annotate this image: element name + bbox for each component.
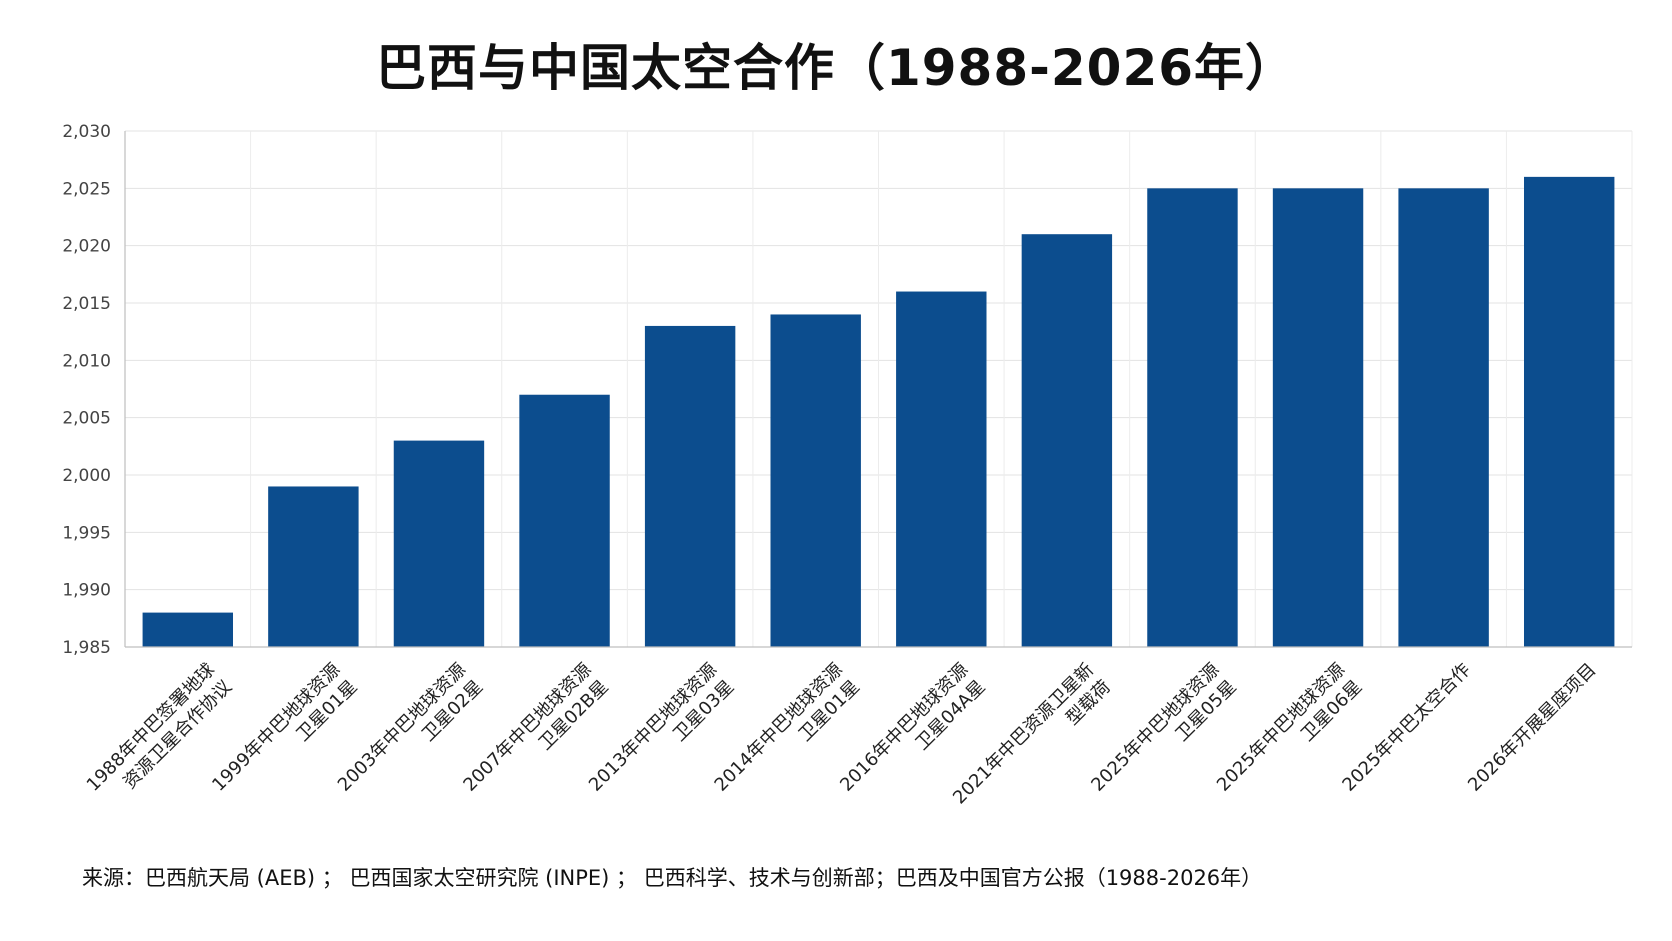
x-category-label-line: 2026年开展星座项目: [1464, 659, 1600, 795]
x-category-label-line: 2025年中巴太空合作: [1338, 659, 1474, 795]
y-tick-label: 2,005: [62, 409, 111, 429]
bar: [142, 612, 234, 647]
y-tick-label: 2,010: [62, 351, 111, 371]
bar: [519, 394, 610, 647]
chart-title: 巴西与中国太空合作（1988-2026年）: [375, 39, 1297, 97]
y-tick-labels: 1,985 1,990 1,995 2,000 2,005 2,010 2,015 2,020…: [62, 122, 111, 658]
bar: [896, 291, 987, 647]
bar: [393, 440, 485, 647]
x-category-label: 2026年开展星座项目: [1464, 659, 1600, 795]
bar: [1398, 188, 1489, 648]
y-tick-label: 2,020: [62, 237, 111, 257]
x-category-label: 2025年中巴太空合作: [1338, 659, 1474, 795]
bars: [142, 176, 1615, 648]
bar: [268, 486, 359, 647]
x-category-labels: 1988年中巴签署地球资源卫星合作协议1999年中巴地球资源卫星01星2003年…: [83, 659, 1601, 808]
bar: [644, 325, 736, 647]
y-tick-label: 2,025: [62, 179, 111, 199]
y-tick-label: 2,015: [62, 294, 111, 314]
y-tick-label: 1,985: [62, 638, 111, 658]
y-tick-label: 1,995: [62, 523, 111, 543]
axes: [124, 131, 1632, 648]
y-tick-label: 2,000: [62, 466, 111, 486]
bar: [1147, 188, 1238, 648]
bar: [1272, 188, 1364, 648]
chart-source-note: 来源：巴西航天局 (AEB) ； 巴西国家太空研究院 (INPE) ； 巴西科学…: [82, 866, 1263, 890]
bar: [1021, 234, 1113, 647]
bar: [770, 314, 861, 647]
bar: [1523, 176, 1615, 647]
y-tick-label: 2,030: [62, 122, 111, 142]
y-tick-label: 1,990: [62, 581, 111, 601]
